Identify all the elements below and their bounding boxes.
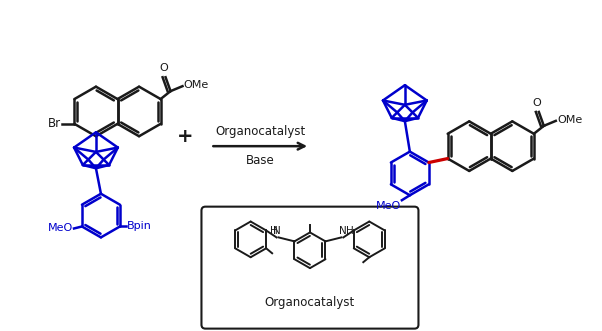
Text: OMe: OMe xyxy=(184,80,209,90)
Text: N: N xyxy=(340,226,347,236)
Text: H: H xyxy=(270,226,278,236)
Text: Br: Br xyxy=(48,118,61,130)
Text: MeO: MeO xyxy=(376,201,401,211)
Text: OMe: OMe xyxy=(558,115,583,125)
Text: N: N xyxy=(273,226,281,236)
Text: Organocatalyst: Organocatalyst xyxy=(265,296,355,309)
Text: O: O xyxy=(533,98,541,108)
Text: Bpin: Bpin xyxy=(127,221,152,231)
Text: H: H xyxy=(346,226,354,236)
Text: Base: Base xyxy=(246,154,275,167)
Text: O: O xyxy=(159,63,168,73)
Text: +: + xyxy=(177,127,194,146)
FancyBboxPatch shape xyxy=(202,207,418,329)
Text: MeO: MeO xyxy=(48,223,73,233)
Text: Organocatalyst: Organocatalyst xyxy=(215,125,305,138)
